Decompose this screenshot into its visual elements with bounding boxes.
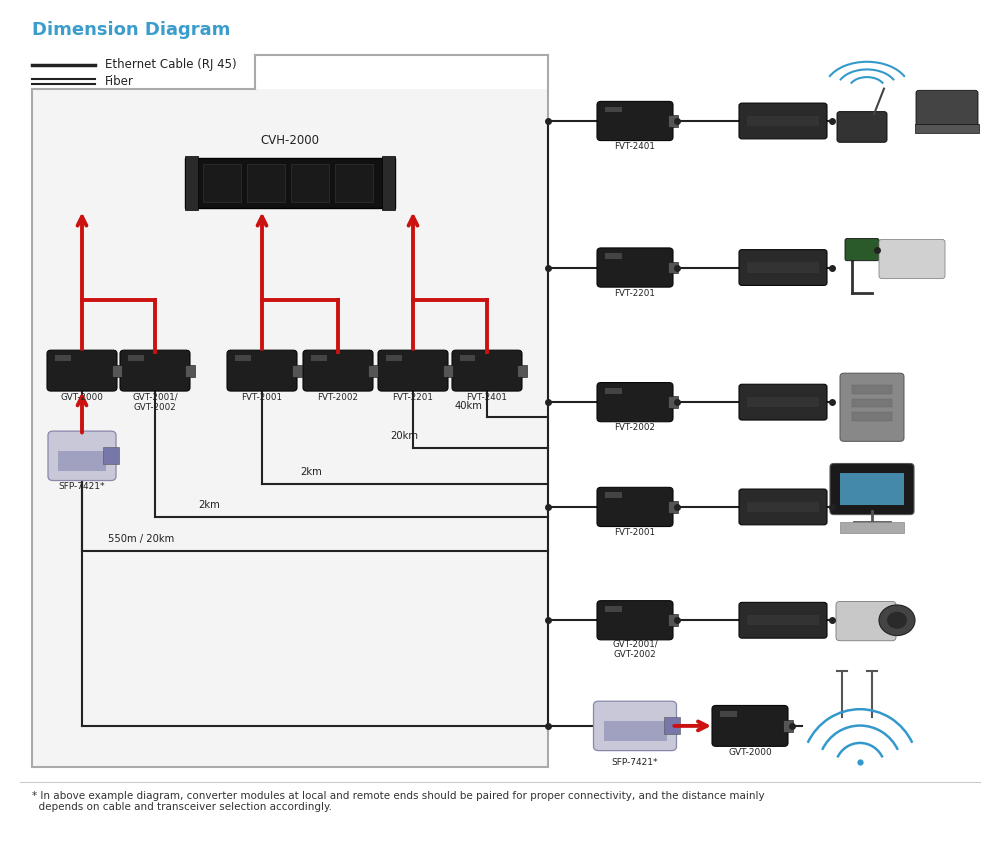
Bar (668, 501, 678, 513)
Text: FVT-2401: FVT-2401 (467, 393, 507, 402)
FancyBboxPatch shape (452, 350, 522, 391)
FancyBboxPatch shape (48, 431, 116, 481)
Bar (604, 721, 666, 741)
Text: 20km: 20km (390, 431, 418, 441)
Text: FVT-2001: FVT-2001 (614, 528, 656, 538)
Text: GVT-2000: GVT-2000 (61, 393, 103, 402)
FancyBboxPatch shape (47, 350, 117, 391)
Bar (747, 615, 819, 625)
Bar (291, 164, 329, 202)
Bar (915, 124, 979, 133)
Text: FVT-2002: FVT-2002 (614, 423, 656, 433)
Bar (747, 397, 819, 407)
FancyBboxPatch shape (227, 350, 297, 391)
Bar (460, 355, 476, 361)
Bar (852, 412, 892, 421)
Circle shape (879, 605, 915, 636)
Text: CVH-2000: CVH-2000 (260, 135, 320, 147)
Text: GVT-2000: GVT-2000 (728, 748, 772, 757)
Bar (852, 399, 892, 407)
FancyBboxPatch shape (739, 602, 827, 638)
FancyBboxPatch shape (879, 239, 945, 279)
Bar (783, 720, 793, 732)
Bar (668, 396, 678, 408)
Bar (185, 156, 198, 210)
Bar (840, 522, 904, 532)
Text: GVT-2001/
GVT-2002: GVT-2001/ GVT-2002 (132, 393, 178, 412)
Bar (103, 447, 119, 464)
FancyBboxPatch shape (837, 112, 887, 142)
Bar (747, 262, 819, 273)
Bar (443, 365, 453, 377)
FancyBboxPatch shape (597, 601, 673, 640)
FancyBboxPatch shape (597, 487, 673, 527)
Text: 2km: 2km (300, 467, 322, 477)
Text: Ethernet Cable (RJ 45): Ethernet Cable (RJ 45) (105, 58, 237, 72)
Bar (382, 156, 395, 210)
FancyBboxPatch shape (378, 350, 448, 391)
Bar (292, 365, 302, 377)
Bar (58, 451, 106, 471)
Bar (605, 492, 622, 498)
Bar (747, 116, 819, 126)
FancyBboxPatch shape (840, 373, 904, 441)
FancyBboxPatch shape (597, 248, 673, 287)
Text: Fiber: Fiber (105, 75, 134, 89)
Bar (311, 355, 327, 361)
Bar (720, 711, 737, 717)
Bar (335, 164, 373, 202)
Bar (605, 106, 622, 112)
Bar (668, 614, 678, 626)
Text: FVT-2002: FVT-2002 (318, 393, 358, 402)
FancyBboxPatch shape (594, 701, 676, 751)
Bar (840, 473, 904, 505)
Text: FVT-2001: FVT-2001 (242, 393, 283, 402)
Text: FVT-2401: FVT-2401 (615, 142, 655, 152)
Bar (203, 164, 241, 202)
Bar (668, 115, 678, 127)
Bar (32, 89, 548, 767)
Text: GVT-2001/
GVT-2002: GVT-2001/ GVT-2002 (612, 640, 658, 659)
FancyBboxPatch shape (845, 239, 879, 261)
FancyBboxPatch shape (916, 90, 978, 128)
Text: Dimension Diagram: Dimension Diagram (32, 21, 230, 39)
Bar (668, 262, 678, 273)
FancyBboxPatch shape (739, 250, 827, 285)
Bar (664, 717, 680, 734)
Bar (247, 164, 285, 202)
FancyBboxPatch shape (739, 384, 827, 420)
FancyBboxPatch shape (597, 383, 673, 422)
Text: 550m / 20km: 550m / 20km (108, 534, 174, 544)
FancyBboxPatch shape (739, 489, 827, 525)
FancyBboxPatch shape (739, 103, 827, 139)
Bar (386, 355, 402, 361)
Bar (112, 365, 122, 377)
Text: FVT-2201: FVT-2201 (393, 393, 433, 402)
Bar (852, 385, 892, 394)
FancyBboxPatch shape (712, 705, 788, 746)
FancyBboxPatch shape (597, 101, 673, 141)
Text: 2km: 2km (198, 500, 220, 510)
Bar (368, 365, 378, 377)
Bar (605, 253, 622, 259)
Bar (235, 355, 250, 361)
Text: SFP-7421*: SFP-7421* (59, 482, 105, 492)
FancyBboxPatch shape (303, 350, 373, 391)
Bar (605, 388, 622, 394)
Bar (128, 355, 144, 361)
FancyBboxPatch shape (120, 350, 190, 391)
Bar (185, 365, 195, 377)
Circle shape (887, 612, 907, 629)
FancyBboxPatch shape (836, 602, 896, 641)
Text: * In above example diagram, converter modules at local and remote ends should be: * In above example diagram, converter mo… (32, 791, 765, 812)
Text: FVT-2201: FVT-2201 (615, 289, 655, 298)
Text: SFP-7421*: SFP-7421* (612, 758, 658, 768)
Text: 40km: 40km (455, 400, 483, 411)
Bar (55, 355, 70, 361)
Bar (605, 606, 622, 612)
Bar (185, 158, 395, 208)
Bar (747, 502, 819, 512)
FancyBboxPatch shape (830, 463, 914, 515)
Bar (517, 365, 527, 377)
